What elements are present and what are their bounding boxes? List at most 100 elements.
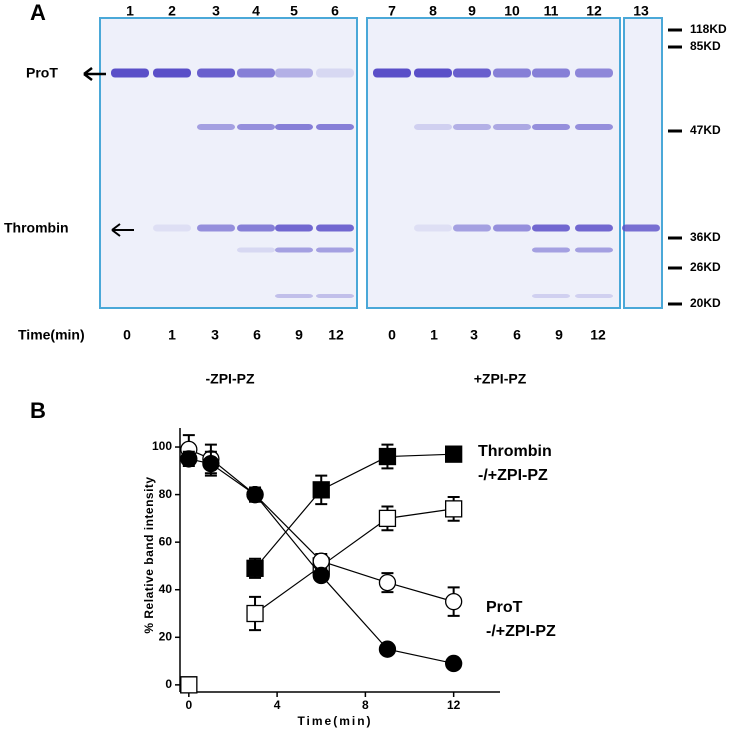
- gel-band: [575, 124, 613, 130]
- annotation: -/+ZPI-PZ: [486, 623, 556, 640]
- panel-label: B: [30, 398, 46, 423]
- marker-label: 85KD: [690, 39, 721, 53]
- gel-band: [237, 247, 275, 253]
- gel-band: [275, 224, 313, 232]
- time-value: 0: [123, 327, 131, 343]
- marker: [246, 559, 264, 577]
- y-tick-label: 40: [159, 582, 173, 596]
- group-label: +ZPI-PZ: [474, 371, 527, 387]
- x-axis-label: Time(min): [297, 714, 372, 728]
- gel-band: [275, 294, 313, 298]
- gel-band: [197, 124, 235, 130]
- gel-band: [532, 68, 570, 78]
- marker-label: 118KD: [690, 22, 727, 36]
- x-tick-label: 4: [274, 698, 281, 712]
- gel-band: [237, 124, 275, 130]
- gel-band: [532, 247, 570, 253]
- lane-number: 9: [468, 3, 476, 19]
- lane-number: 1: [126, 3, 134, 19]
- marker: [246, 485, 264, 504]
- gel-band: [493, 124, 531, 130]
- gel-band: [493, 224, 531, 232]
- gel-band: [575, 294, 613, 298]
- time-value: 6: [513, 327, 521, 343]
- marker: [445, 654, 463, 673]
- gel-band: [316, 294, 354, 298]
- time-value: 1: [168, 327, 176, 343]
- gel-band: [373, 68, 411, 78]
- gel-band: [275, 124, 313, 130]
- gel-band: [275, 247, 313, 253]
- gel-band: [316, 247, 354, 253]
- gel-band: [197, 224, 235, 232]
- gel-band: [532, 224, 570, 232]
- marker: [378, 447, 397, 466]
- gel-band: [316, 68, 354, 78]
- arrow: [83, 67, 106, 81]
- lane-number: 10: [504, 3, 520, 19]
- marker: [378, 640, 397, 658]
- gel-band: [414, 68, 452, 78]
- gel-band: [111, 68, 149, 78]
- bands: [111, 68, 660, 298]
- lane-number: 6: [331, 3, 339, 19]
- marker: [445, 500, 463, 518]
- gel-band: [237, 224, 275, 232]
- y-tick-label: 20: [159, 629, 173, 643]
- protein-label: ProT: [26, 65, 58, 81]
- marker: [378, 573, 397, 592]
- marker: [445, 592, 463, 611]
- marker-label: 20KD: [690, 296, 721, 310]
- time-value: 1: [430, 327, 438, 343]
- arrow: [111, 223, 134, 237]
- lane-number: 8: [429, 3, 437, 19]
- lane-number: 7: [388, 3, 396, 19]
- group-label: -ZPI-PZ: [206, 371, 255, 387]
- marker: [180, 450, 198, 468]
- gel-band: [575, 68, 613, 78]
- gel-band: [197, 68, 235, 78]
- gel-right: [366, 17, 621, 309]
- series-line: [254, 508, 454, 615]
- marker: [312, 566, 330, 585]
- y-tick-label: 0: [165, 677, 172, 691]
- gel-band: [316, 224, 354, 232]
- x-tick-label: 12: [447, 698, 461, 712]
- gel-band: [237, 68, 275, 78]
- gel-band: [453, 124, 491, 130]
- gel-band: [622, 224, 660, 232]
- marker-label: 47KD: [690, 123, 721, 137]
- gel-band: [153, 224, 191, 232]
- gel-band: [275, 68, 313, 78]
- marker: [180, 676, 198, 694]
- marker: [445, 445, 463, 463]
- marker-label: 26KD: [690, 260, 721, 274]
- lane-number: 11: [544, 3, 559, 19]
- lane-number: 13: [633, 3, 649, 19]
- marker: [246, 604, 264, 623]
- series-line: [254, 453, 454, 569]
- marker: [378, 509, 397, 528]
- time-value: 9: [295, 327, 303, 343]
- time-value: 12: [590, 327, 606, 343]
- protein-label: Thrombin: [4, 220, 69, 236]
- lane-number: 4: [252, 3, 260, 19]
- marker: [312, 481, 330, 499]
- lane-number: 3: [212, 3, 220, 19]
- time-value: 9: [555, 327, 563, 343]
- gel-band: [414, 224, 452, 232]
- gel-band: [453, 224, 491, 232]
- gel-band: [575, 247, 613, 253]
- gel-band: [575, 224, 613, 232]
- time-value: 6: [253, 327, 261, 343]
- time-value: 0: [388, 327, 396, 343]
- annotation: ProT: [486, 599, 523, 616]
- y-tick-label: 60: [159, 534, 173, 548]
- x-tick-label: 0: [185, 698, 192, 712]
- lane-number: 12: [586, 3, 602, 19]
- gel-band: [532, 294, 570, 298]
- time-value: 3: [211, 327, 219, 343]
- marker-label: 36KD: [690, 230, 721, 244]
- gel-band: [414, 124, 452, 130]
